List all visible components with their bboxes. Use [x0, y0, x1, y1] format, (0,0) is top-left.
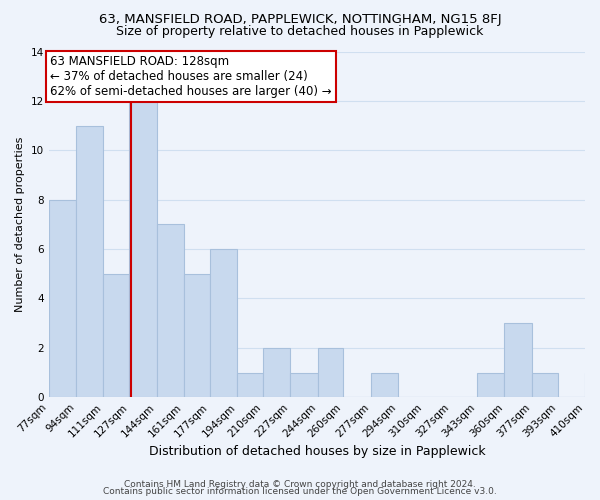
Bar: [237, 372, 263, 397]
Text: Contains HM Land Registry data © Crown copyright and database right 2024.: Contains HM Land Registry data © Crown c…: [124, 480, 476, 489]
Bar: [317, 348, 343, 397]
Bar: [532, 372, 557, 397]
X-axis label: Distribution of detached houses by size in Papplewick: Distribution of detached houses by size …: [149, 444, 485, 458]
Bar: [477, 372, 505, 397]
Bar: [290, 372, 317, 397]
Bar: [505, 323, 532, 397]
Bar: [49, 200, 76, 397]
Bar: [184, 274, 210, 397]
Bar: [210, 249, 237, 397]
Text: Size of property relative to detached houses in Papplewick: Size of property relative to detached ho…: [116, 25, 484, 38]
Bar: [371, 372, 398, 397]
Text: 63, MANSFIELD ROAD, PAPPLEWICK, NOTTINGHAM, NG15 8FJ: 63, MANSFIELD ROAD, PAPPLEWICK, NOTTINGH…: [98, 12, 502, 26]
Y-axis label: Number of detached properties: Number of detached properties: [15, 136, 25, 312]
Bar: [157, 224, 184, 397]
Bar: [103, 274, 129, 397]
Text: Contains public sector information licensed under the Open Government Licence v3: Contains public sector information licen…: [103, 487, 497, 496]
Bar: [263, 348, 290, 397]
Bar: [585, 372, 600, 397]
Text: 63 MANSFIELD ROAD: 128sqm
← 37% of detached houses are smaller (24)
62% of semi-: 63 MANSFIELD ROAD: 128sqm ← 37% of detac…: [50, 55, 332, 98]
Bar: [76, 126, 103, 397]
Bar: [129, 101, 157, 397]
